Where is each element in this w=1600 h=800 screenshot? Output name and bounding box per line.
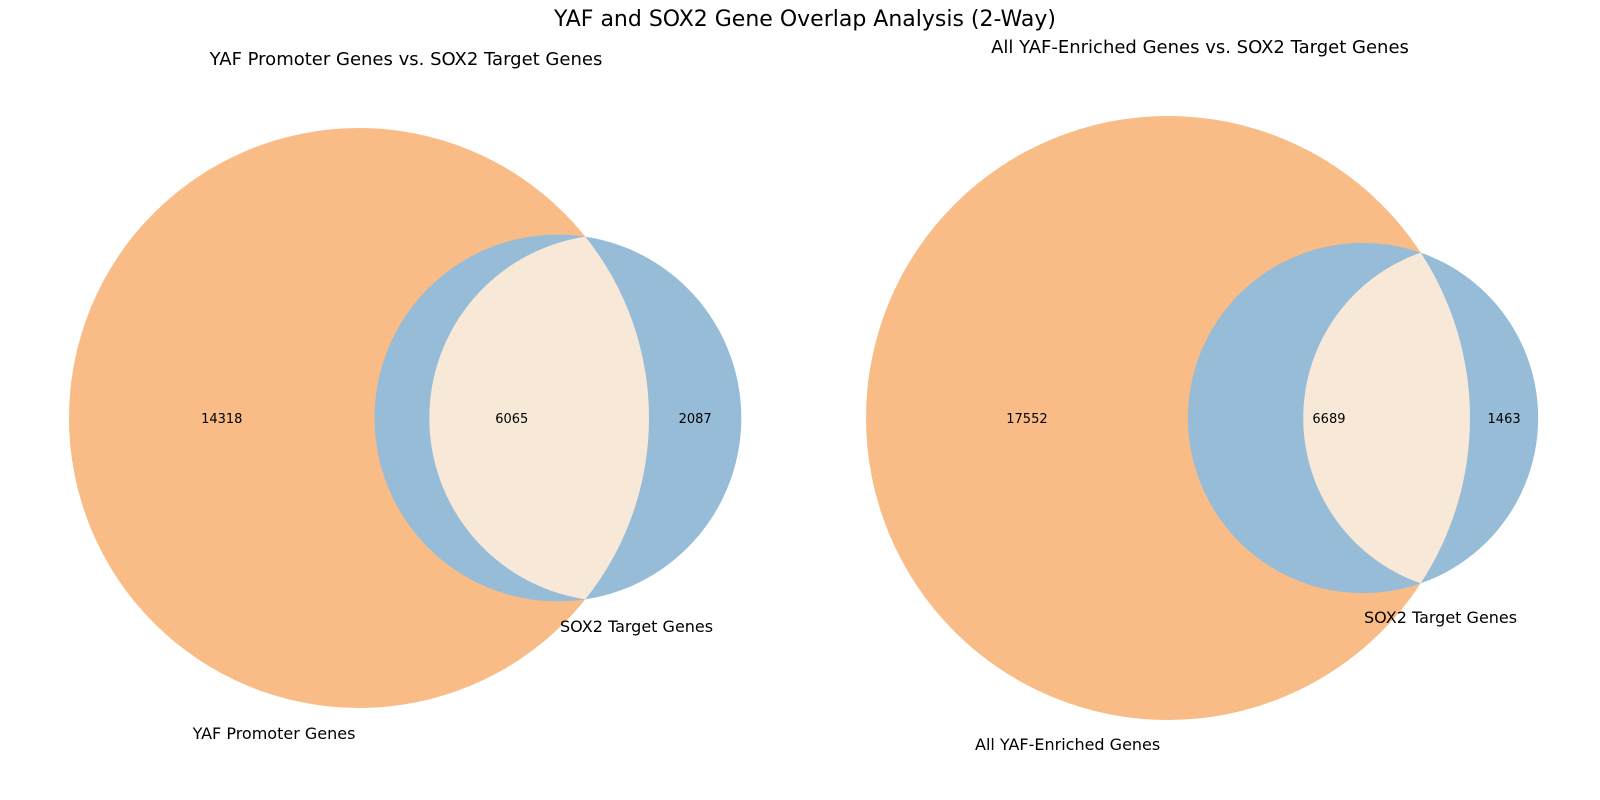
venn-region-overlap — [1303, 252, 1470, 584]
venn-diagram-promoter: 14318 6065 2087 YAF Promoter Genes SOX2 Targ… — [69, 128, 742, 743]
figure-title: YAF and SOX2 Gene Overlap Analysis (2-Wa… — [553, 7, 1056, 32]
venn-diagram-enriched: 17552 6689 1463 All YAF-Enriched Genes SOX2 … — [866, 116, 1539, 754]
set-label-a: All YAF-Enriched Genes — [975, 735, 1160, 754]
venn-panel-promoter: YAF Promoter Genes vs. SOX2 Target Genes… — [69, 49, 742, 743]
venn-region-overlap — [429, 236, 650, 600]
venn-panel-enriched: All YAF-Enriched Genes vs. SOX2 Target G… — [866, 37, 1539, 754]
count-overlap: 6065 — [495, 412, 528, 427]
set-label-b: SOX2 Target Genes — [560, 617, 713, 636]
set-label-b: SOX2 Target Genes — [1364, 608, 1517, 627]
count-overlap: 6689 — [1312, 412, 1345, 427]
set-label-a: YAF Promoter Genes — [192, 724, 356, 743]
panel-title-enriched: All YAF-Enriched Genes vs. SOX2 Target G… — [991, 37, 1409, 58]
count-set-b-only: 1463 — [1488, 412, 1521, 427]
count-set-a-only: 17552 — [1006, 412, 1047, 427]
count-set-a-only: 14318 — [201, 412, 242, 427]
count-set-b-only: 2087 — [679, 412, 712, 427]
panel-title-promoter: YAF Promoter Genes vs. SOX2 Target Genes — [209, 49, 603, 70]
